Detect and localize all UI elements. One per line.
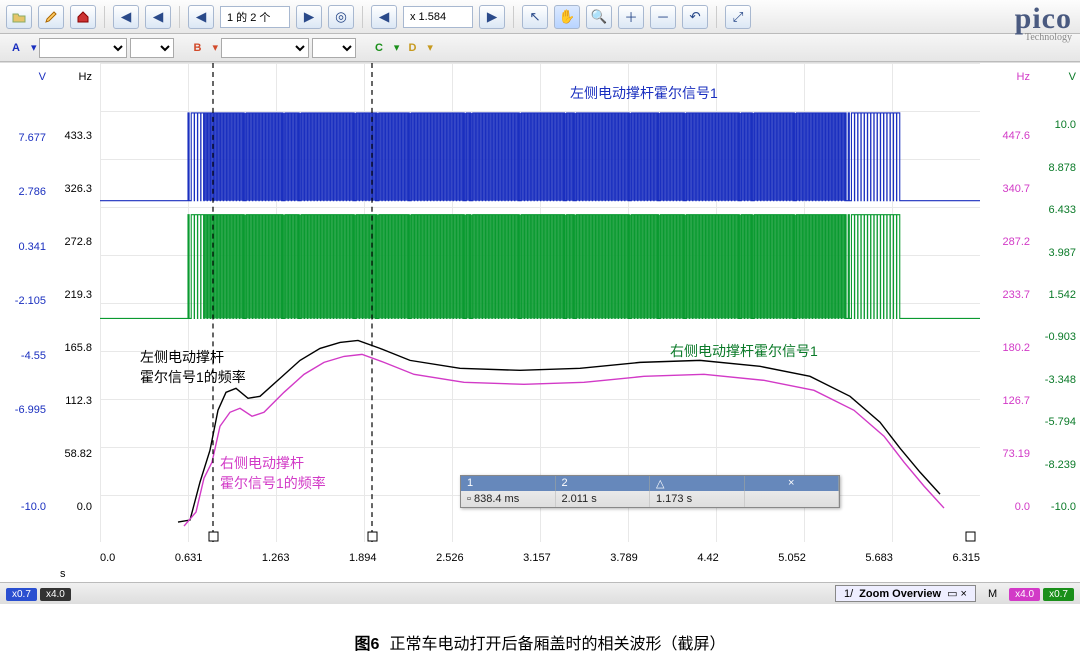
m-indicator: M <box>988 588 997 600</box>
zoom-out-icon[interactable]: － <box>650 5 676 29</box>
channel-A-range[interactable] <box>39 38 127 58</box>
prev-icon[interactable]: ◀ <box>145 5 171 29</box>
waveform-svg <box>100 63 980 542</box>
edit-icon[interactable] <box>38 5 64 29</box>
plot-canvas[interactable]: 左侧电动撑杆霍尔信号1 右侧电动撑杆霍尔信号1 左侧电动撑杆霍尔信号1的频率 右… <box>100 63 980 542</box>
channel-B-coupling[interactable] <box>312 38 356 58</box>
nav-next-icon[interactable]: ▶ <box>296 5 322 29</box>
zoom-next-icon[interactable]: ▶ <box>479 5 505 29</box>
open-icon[interactable] <box>6 5 32 29</box>
brand-logo: picoTechnology <box>1015 2 1072 43</box>
target-icon[interactable]: ◎ <box>328 5 354 29</box>
pan-icon[interactable]: ✋ <box>554 5 580 29</box>
nav-prev-icon[interactable]: ◀ <box>188 5 214 29</box>
zoom-value: x 1.584 <box>403 6 473 28</box>
nav-counter: 1 的 2 个 <box>220 6 290 28</box>
right-axes: Hz447.6340.7287.2233.7180.2126.773.190.0… <box>984 63 1080 582</box>
ruler-col2: 2 <box>556 476 651 491</box>
channel-B-label[interactable]: B <box>187 40 207 56</box>
main-toolbar: ◀ ◀ ◀ 1 的 2 个 ▶ ◎ ◀ x 1.584 ▶ ↖ ✋ 🔍 ＋ － … <box>0 0 1080 34</box>
ruler-close-icon[interactable]: × <box>745 476 840 491</box>
ruler-col3: △ <box>650 476 745 491</box>
channel-B-range[interactable] <box>221 38 309 58</box>
ruler-val3: 1.173 s <box>650 491 745 507</box>
zoom-in-icon[interactable]: ＋ <box>618 5 644 29</box>
undo-icon[interactable]: ↶ <box>682 5 708 29</box>
channel-C-label[interactable]: C <box>369 40 389 56</box>
zoom-prev-icon[interactable]: ◀ <box>371 5 397 29</box>
channel-A-coupling[interactable] <box>130 38 174 58</box>
plot-area: V7.6772.7860.341-2.105-4.55-6.995-10.0 H… <box>0 62 1080 582</box>
first-icon[interactable]: ◀ <box>113 5 139 29</box>
zoom-box-icon[interactable]: 🔍 <box>586 5 612 29</box>
left-axes: V7.6772.7860.341-2.105-4.55-6.995-10.0 H… <box>0 63 96 582</box>
channel-A-label[interactable]: A <box>6 40 26 56</box>
ruler-val2: 2.011 s <box>556 491 651 507</box>
x-axis: 0.00.6311.2631.8942.5263.1573.7894.425.0… <box>100 552 980 564</box>
ruler-panel[interactable]: 1 2 △ × ▫ 838.4 ms 2.011 s 1.173 s <box>460 475 840 508</box>
pico-window: { "toolbar": { "nav_counter": "1 的 2 个",… <box>0 0 1080 668</box>
zoom-overview[interactable]: 1/ Zoom Overview ▭ × <box>835 585 976 602</box>
home-icon[interactable] <box>70 5 96 29</box>
x-axis-unit: s <box>60 568 66 580</box>
channel-D-label[interactable]: D <box>402 40 422 56</box>
channels-bar: A▾ B▾ C▾ D▾ <box>0 34 1080 62</box>
ruler-val1: ▫ 838.4 ms <box>461 491 556 507</box>
pointer-icon[interactable]: ↖ <box>522 5 548 29</box>
figure-caption: 图6正常车电动打开后备厢盖时的相关波形（截屏） <box>0 604 1080 668</box>
ruler-col1: 1 <box>461 476 556 491</box>
fit-icon[interactable]: ⤢ <box>725 5 751 29</box>
bottom-bar: x0.7 x4.0 1/ Zoom Overview ▭ × M x4.0 x0… <box>0 582 1080 604</box>
